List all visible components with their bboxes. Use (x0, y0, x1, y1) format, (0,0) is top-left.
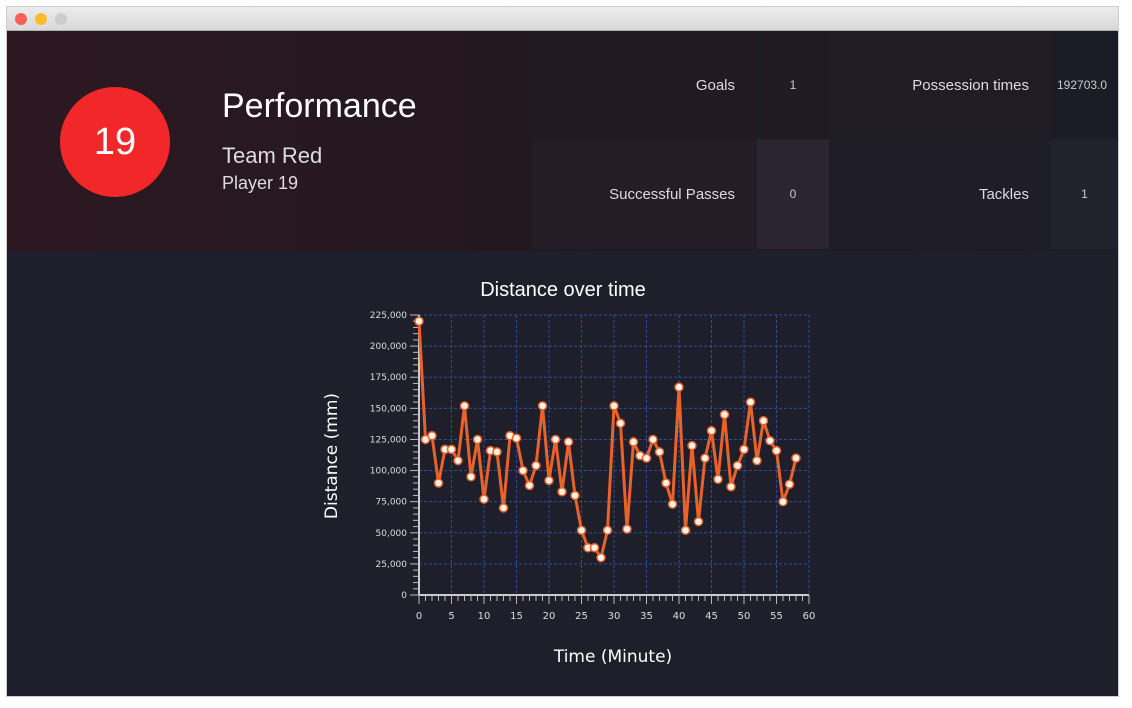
stat-value-tackles: 1 (1051, 139, 1118, 249)
chart-title: Distance over time (480, 279, 646, 301)
data-point (654, 447, 665, 457)
data-point (693, 516, 704, 527)
x-tick-label: 40 (673, 611, 686, 622)
stat-label-possession: Possession times (829, 31, 1051, 139)
data-point (706, 425, 717, 436)
x-tick-label: 50 (738, 611, 751, 622)
data-point (719, 409, 730, 420)
data-point (524, 480, 535, 491)
data-point (557, 486, 567, 497)
x-tick-label: 10 (478, 611, 491, 622)
x-tick-label: 0 (416, 611, 422, 622)
data-point (459, 401, 470, 411)
data-point (680, 525, 691, 536)
y-tick-label: 225,000 (370, 311, 407, 321)
data-point (661, 478, 671, 488)
data-point (492, 447, 502, 457)
data-point (778, 496, 788, 507)
data-point (687, 440, 697, 451)
data-point (713, 474, 723, 485)
data-point (589, 542, 600, 553)
data-point (414, 316, 424, 326)
page-title: Performance (222, 87, 417, 125)
data-point (700, 453, 710, 463)
x-axis-label: Time (Minute) (553, 647, 672, 667)
data-point (479, 494, 489, 504)
data-point (433, 478, 444, 488)
data-point (674, 382, 684, 392)
data-point (544, 475, 554, 486)
data-point (550, 434, 561, 445)
data-point (446, 444, 457, 455)
data-point (498, 503, 509, 513)
data-point (758, 416, 769, 426)
title-bar (7, 7, 1118, 31)
data-point (518, 465, 528, 476)
data-point (472, 434, 483, 445)
y-tick-label: 125,000 (370, 435, 407, 445)
player-header: 19 Performance Team Red Player 19 Goals … (7, 31, 1118, 251)
stat-value-goals: 1 (757, 31, 829, 139)
x-tick-label: 30 (608, 611, 621, 622)
data-point (648, 434, 658, 445)
data-point (602, 525, 613, 536)
data-point (537, 401, 548, 411)
data-point (739, 444, 749, 455)
data-point (784, 479, 795, 489)
stat-value-possession: 192703.0 (1051, 31, 1118, 139)
data-point (745, 397, 756, 407)
data-point (511, 433, 522, 443)
y-tick-label: 50,000 (376, 529, 408, 539)
data-point (570, 490, 580, 501)
stat-label-goals: Goals (532, 31, 757, 139)
y-tick-label: 175,000 (370, 373, 407, 383)
data-point (531, 460, 541, 471)
y-tick-label: 25,000 (376, 560, 408, 570)
player-number-badge: 19 (60, 87, 170, 197)
x-tick-label: 60 (803, 611, 816, 622)
data-point (791, 453, 801, 463)
y-tick-label: 75,000 (376, 498, 408, 508)
x-tick-label: 45 (705, 611, 718, 622)
data-point (667, 499, 678, 509)
data-point (427, 430, 437, 441)
data-point (609, 401, 619, 411)
x-tick-label: 35 (640, 611, 653, 622)
data-point (641, 453, 652, 463)
x-tick-label: 5 (448, 611, 454, 622)
data-point (622, 524, 632, 534)
x-tick-label: 15 (510, 611, 523, 622)
stat-label-passes: Successful Passes (532, 139, 757, 249)
y-tick-label: 100,000 (370, 467, 407, 477)
close-window-button[interactable] (15, 13, 27, 25)
data-point (628, 437, 639, 447)
data-point (563, 437, 574, 447)
x-tick-label: 25 (575, 611, 588, 622)
data-point (732, 460, 743, 471)
x-tick-label: 55 (770, 611, 783, 622)
data-point (466, 472, 476, 482)
data-point (615, 418, 626, 429)
data-point (576, 525, 587, 536)
y-tick-label: 200,000 (370, 342, 407, 352)
stat-label-tackles: Tackles (829, 139, 1051, 249)
minimize-window-button[interactable] (35, 13, 47, 25)
distance-chart: Distance over time Time (Minute) Distanc… (322, 279, 816, 667)
data-point (453, 455, 463, 466)
stat-value-passes: 0 (757, 139, 829, 249)
app-window: 19 Performance Team Red Player 19 Goals … (6, 6, 1119, 697)
x-tick-label: 20 (543, 611, 556, 622)
y-tick-label: 0 (401, 591, 407, 601)
y-tick-label: 150,000 (370, 404, 407, 414)
data-point (596, 552, 606, 563)
team-name: Team Red (222, 143, 323, 168)
y-axis-label: Distance (mm) (322, 393, 342, 519)
data-point (752, 455, 762, 466)
player-name: Player 19 (222, 173, 299, 193)
data-point (765, 435, 775, 446)
data-point (726, 481, 736, 492)
data-point (771, 445, 782, 456)
zoom-window-button[interactable] (55, 13, 67, 25)
